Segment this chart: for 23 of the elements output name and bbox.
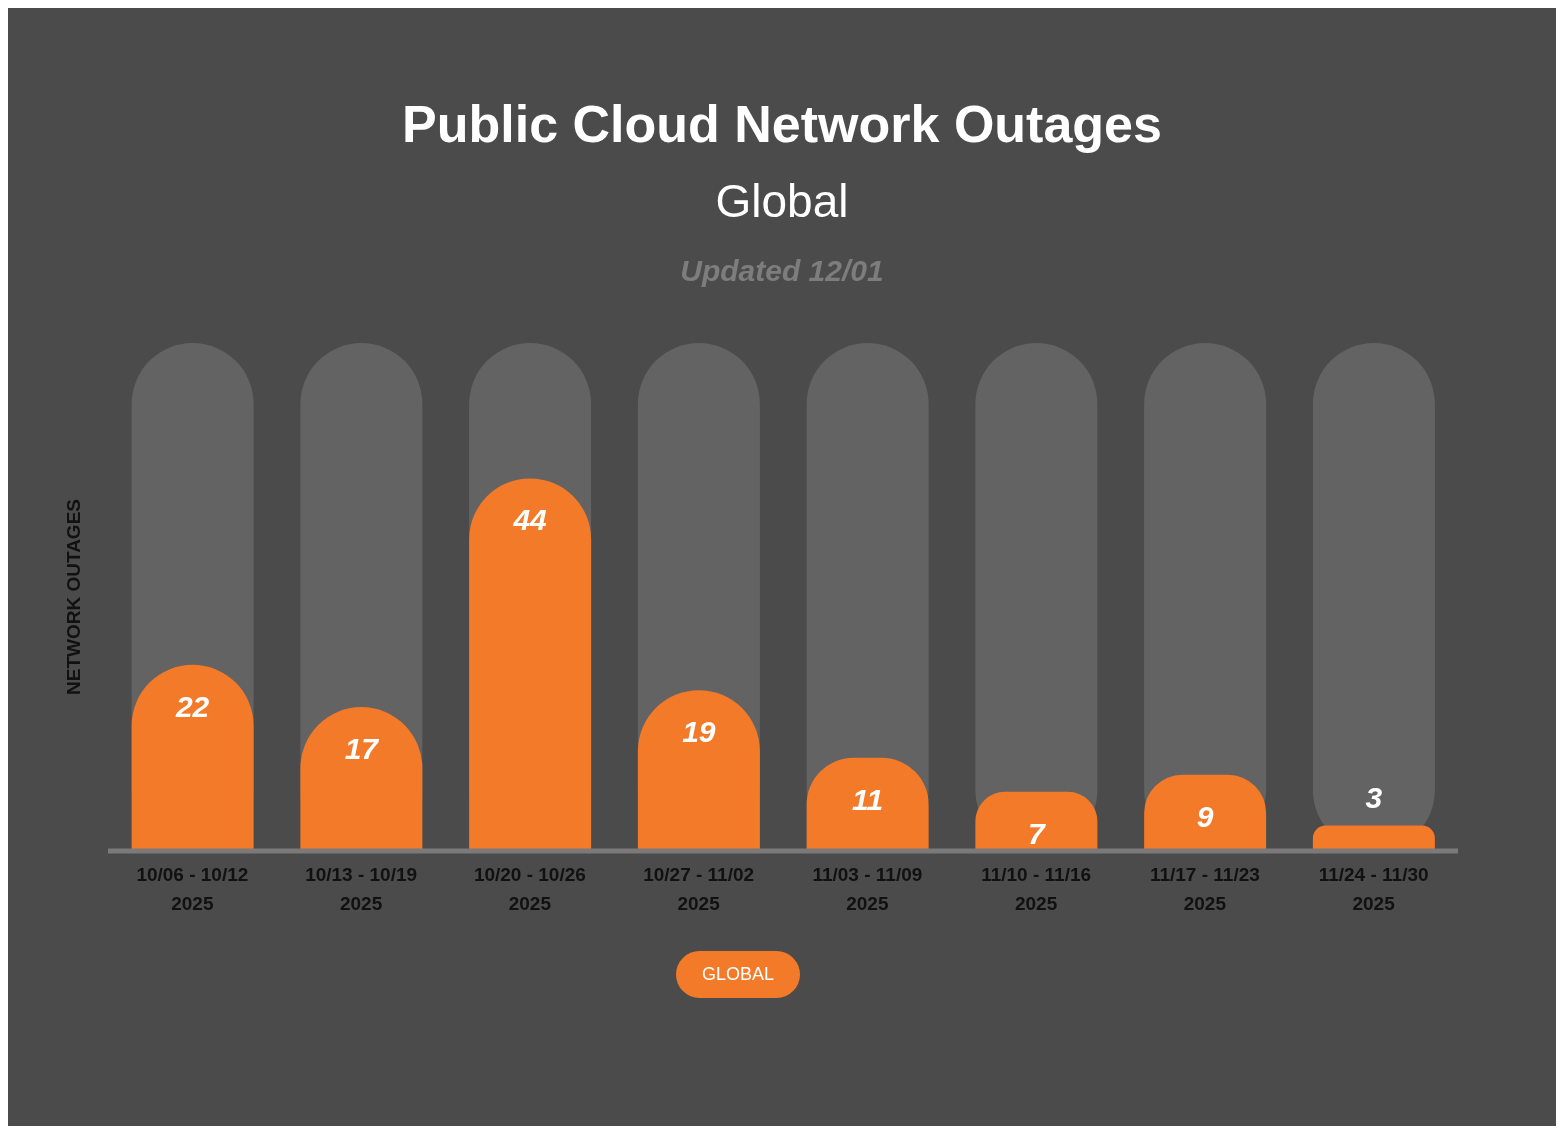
x-tick-label: 10/27 - 11/02 2025 xyxy=(643,864,755,914)
bar xyxy=(975,791,1098,851)
bar xyxy=(1144,774,1267,851)
data-label: 7 xyxy=(1028,816,1047,850)
data-label: 3 xyxy=(1365,780,1383,814)
x-tick-label: 10/20 - 10/26 2025 xyxy=(473,864,586,914)
chart-subtitle: Global xyxy=(714,174,850,228)
x-tick-label: 11/17 - 11/23 2025 xyxy=(1149,864,1260,914)
x-tick-label: 11/24 - 11/30 2025 xyxy=(1318,864,1429,914)
data-label: 17 xyxy=(344,732,380,766)
x-tick-label: 10/06 - 10/12 2025 xyxy=(136,864,249,914)
x-tick-label: 11/10 - 11/16 2025 xyxy=(981,864,1092,914)
chart-title: Public Cloud Network Outages xyxy=(401,94,1163,154)
data-label: 44 xyxy=(512,503,548,537)
data-label: 9 xyxy=(1196,799,1214,833)
text: GLOBAL xyxy=(675,951,801,998)
data-label: 11 xyxy=(852,782,884,816)
x-tick-label: 11/03 - 11/09 2025 xyxy=(812,864,923,914)
y-axis-title: NETWORK OUTAGES xyxy=(62,499,84,695)
data-label: 22 xyxy=(174,689,210,723)
x-tick-label: 10/13 - 10/19 2025 xyxy=(305,864,418,914)
bar xyxy=(1312,825,1435,851)
data-label: 19 xyxy=(682,715,716,749)
